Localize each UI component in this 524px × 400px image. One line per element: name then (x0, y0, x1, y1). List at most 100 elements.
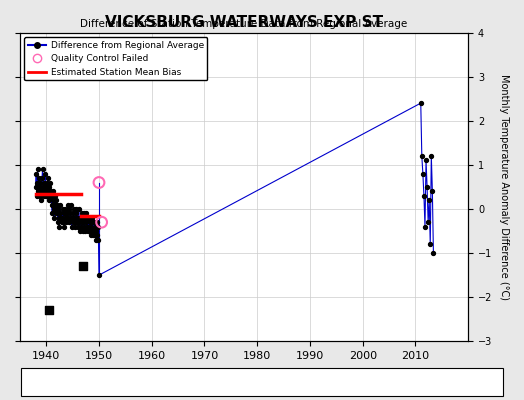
Point (94, 237, 103, 243)
Point (420, 192, 428, 199)
Point (34, 166, 42, 172)
Point (32, 170, 40, 177)
Point (424, 219, 432, 225)
Point (86, 232, 95, 239)
Point (31, 184, 40, 190)
Legend: Difference from Regional Average, Quality Control Failed, Estimated Station Mean: Difference from Regional Average, Qualit… (25, 37, 208, 80)
Point (58, 206, 67, 212)
Point (74, 214, 83, 221)
Point (33, 179, 41, 186)
Point (60, 224, 68, 230)
Point (61, 210, 70, 216)
Point (52, 197, 60, 203)
Point (55, 224, 63, 230)
Point (77, 224, 85, 230)
Point (39, 192, 48, 199)
Point (44, 192, 52, 199)
Point (94, 224, 102, 230)
Point (48, 210, 56, 216)
Point (49, 188, 57, 194)
Point (54, 214, 63, 221)
Y-axis label: Monthly Temperature Anomaly Difference (°C): Monthly Temperature Anomaly Difference (… (499, 74, 509, 300)
Point (54, 206, 62, 212)
Point (85, 214, 93, 221)
Point (89, 219, 97, 225)
Point (79, 263, 88, 270)
Point (56, 201, 64, 208)
Point (72, 210, 80, 216)
Point (40, 179, 48, 186)
Point (93, 232, 102, 239)
Point (39, 184, 47, 190)
Point (66, 210, 74, 216)
Point (47, 192, 55, 199)
Point (80, 210, 88, 216)
Point (79, 219, 88, 225)
Point (73, 219, 82, 225)
Point (53, 219, 62, 225)
Point (48, 197, 57, 203)
Point (50, 201, 59, 208)
Text: ▼ Time of Obs. Change: ▼ Time of Obs. Change (252, 383, 348, 392)
Point (59, 219, 67, 225)
Point (51, 210, 60, 216)
Point (68, 224, 76, 230)
Point (92, 237, 100, 243)
Point (71, 219, 80, 225)
Point (65, 206, 73, 212)
Point (95, 272, 103, 278)
Point (425, 197, 433, 203)
Point (40, 188, 49, 194)
Point (82, 219, 90, 225)
Point (45, 184, 53, 190)
Point (73, 214, 81, 221)
Point (84, 224, 93, 230)
Point (75, 206, 83, 212)
Point (52, 210, 61, 216)
Point (66, 219, 74, 225)
Point (60, 214, 69, 221)
Point (35, 184, 43, 190)
Point (92, 228, 101, 234)
Point (70, 214, 79, 221)
Point (84, 228, 92, 234)
Point (35, 175, 43, 181)
Point (62, 219, 70, 225)
Point (82, 210, 91, 216)
Point (426, 241, 434, 248)
Point (78, 219, 86, 225)
Point (46, 188, 54, 194)
Point (428, 188, 436, 194)
Text: ▲ Record Gap: ▲ Record Gap (147, 383, 205, 392)
Point (69, 219, 77, 225)
Point (86, 219, 94, 225)
Point (81, 228, 90, 234)
Point (67, 201, 75, 208)
Point (43, 188, 51, 194)
Point (95, 179, 103, 186)
Point (32, 192, 41, 199)
Point (74, 224, 82, 230)
Point (49, 206, 58, 212)
Point (427, 153, 435, 159)
Point (67, 214, 75, 221)
Point (429, 250, 438, 256)
Point (417, 100, 425, 106)
Point (56, 210, 64, 216)
Point (34, 188, 42, 194)
Point (57, 214, 65, 221)
Text: Difference of Station Temperature Data from Regional Average: Difference of Station Temperature Data f… (80, 20, 408, 30)
Text: ■ Empirical Break: ■ Empirical Break (383, 383, 459, 392)
Point (78, 210, 86, 216)
Point (50, 214, 58, 221)
Point (43, 175, 52, 181)
Point (36, 179, 45, 186)
Point (90, 219, 99, 225)
Point (87, 224, 95, 230)
Point (59, 210, 68, 216)
Point (85, 228, 94, 234)
Point (42, 192, 50, 199)
Title: VICKSBURG WATERWAYS EXP ST: VICKSBURG WATERWAYS EXP ST (105, 15, 383, 30)
Point (41, 170, 49, 177)
Point (64, 201, 72, 208)
